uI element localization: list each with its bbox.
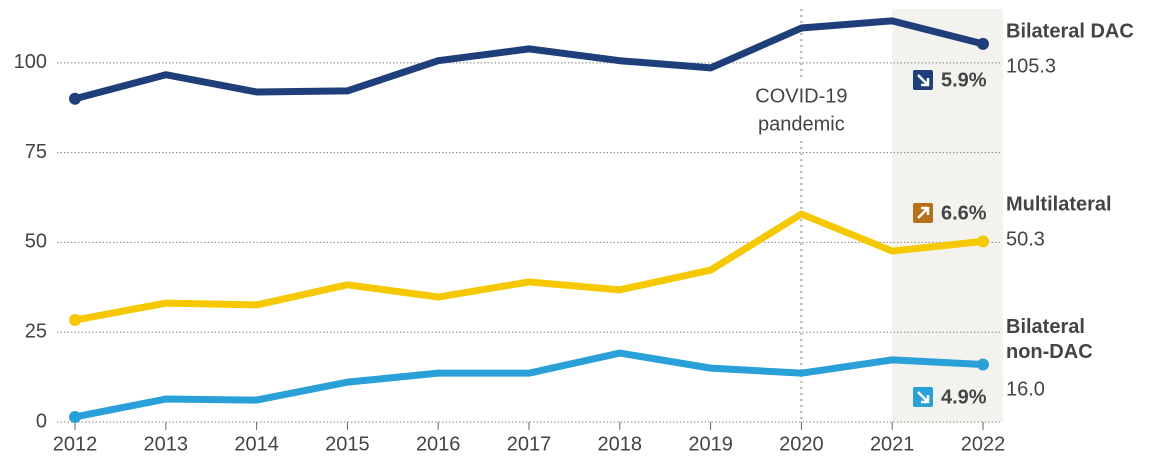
annotation-text: COVID-19 xyxy=(755,85,847,107)
change-label: 6.6% xyxy=(941,202,987,224)
x-tick-label: 2017 xyxy=(507,433,552,455)
y-tick-label: 100 xyxy=(14,51,47,73)
x-tick-label: 2021 xyxy=(870,433,915,455)
x-tick-label: 2018 xyxy=(598,433,643,455)
x-tick-label: 2022 xyxy=(961,433,1006,455)
change-arrow xyxy=(917,74,930,87)
y-tick-label: 0 xyxy=(36,410,47,432)
change-label: 5.9% xyxy=(941,69,987,91)
end-point xyxy=(69,92,81,105)
series-line xyxy=(74,210,984,324)
value-label: 16.0 xyxy=(1006,378,1045,400)
end-point xyxy=(69,314,81,327)
y-tick-label: 25 xyxy=(25,320,47,342)
series-name: Multilateral xyxy=(1006,193,1112,215)
series-name: Bilateral DAC xyxy=(1006,20,1134,42)
value-label: 50.3 xyxy=(1006,228,1045,250)
end-point xyxy=(977,37,989,50)
series-line xyxy=(74,17,984,103)
series-name: Bilateral non-DAC xyxy=(1006,316,1093,363)
end-point xyxy=(69,410,81,423)
x-tick-label: 2014 xyxy=(234,433,279,455)
x-tick-label: 2016 xyxy=(416,433,461,455)
end-point xyxy=(977,358,989,371)
highlight-band xyxy=(892,9,1003,422)
x-tick-label: 2020 xyxy=(779,433,824,455)
series-name-line: Bilateral xyxy=(1006,316,1085,338)
x-tick-label: 2012 xyxy=(53,433,98,455)
annotation-text: pandemic xyxy=(758,113,845,135)
y-tick-label: 50 xyxy=(25,231,47,253)
y-tick-label: 75 xyxy=(25,141,47,163)
change-arrow xyxy=(917,206,930,219)
series-name-line: non-DAC xyxy=(1006,341,1093,363)
value-label: 105.3 xyxy=(1006,55,1056,77)
annotation-bg xyxy=(747,80,856,140)
x-tick-label: 2013 xyxy=(144,433,189,455)
change-arrow xyxy=(917,391,930,404)
x-tick-label: 2015 xyxy=(325,433,370,455)
end-point xyxy=(977,235,989,248)
series-line xyxy=(74,349,984,421)
change-label: 4.9% xyxy=(941,386,987,408)
x-tick-label: 2019 xyxy=(688,433,733,455)
